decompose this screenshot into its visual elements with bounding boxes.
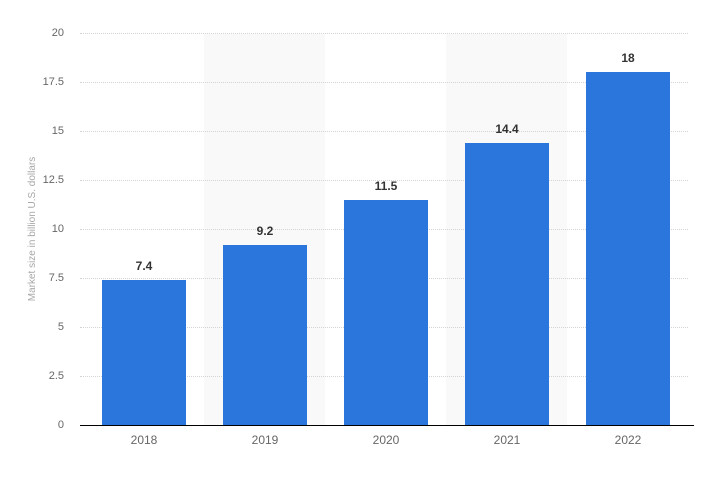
y-tick-label-12.5: 12.5 <box>42 174 64 186</box>
bar-value-label-2021: 14.4 <box>495 122 519 136</box>
gridline-12.5 <box>80 180 688 181</box>
bar-2022[interactable] <box>586 72 670 425</box>
y-tick-label-17.5: 17.5 <box>42 76 64 88</box>
bar-value-label-2018: 7.4 <box>135 259 153 273</box>
y-tick-label-10: 10 <box>51 223 64 235</box>
gridline-15 <box>80 131 688 132</box>
bar-2019[interactable] <box>223 245 307 425</box>
y-tick-label-15: 15 <box>51 125 64 137</box>
bar-value-label-2019: 9.2 <box>256 224 274 238</box>
x-tick-label-2021: 2021 <box>493 433 521 447</box>
y-tick-label-7.5: 7.5 <box>48 272 64 284</box>
y-tick-label-20: 20 <box>51 27 64 39</box>
bar-2020[interactable] <box>344 200 428 425</box>
x-axis-line <box>80 425 694 426</box>
x-tick-label-2022: 2022 <box>614 433 642 447</box>
y-tick-label-5: 5 <box>57 321 64 333</box>
x-tick-label-2020: 2020 <box>372 433 400 447</box>
gridline-17.5 <box>80 82 688 83</box>
y-tick-label-2.5: 2.5 <box>48 370 64 382</box>
gridline-20 <box>80 33 688 34</box>
x-tick-label-2019: 2019 <box>251 433 279 447</box>
bar-2021[interactable] <box>465 143 549 425</box>
x-tick-label-2018: 2018 <box>130 433 158 447</box>
y-tick-label-0: 0 <box>57 419 64 431</box>
bar-value-label-2022: 18 <box>621 51 635 65</box>
bar-value-label-2020: 11.5 <box>374 179 398 193</box>
bar-2018[interactable] <box>102 280 186 425</box>
